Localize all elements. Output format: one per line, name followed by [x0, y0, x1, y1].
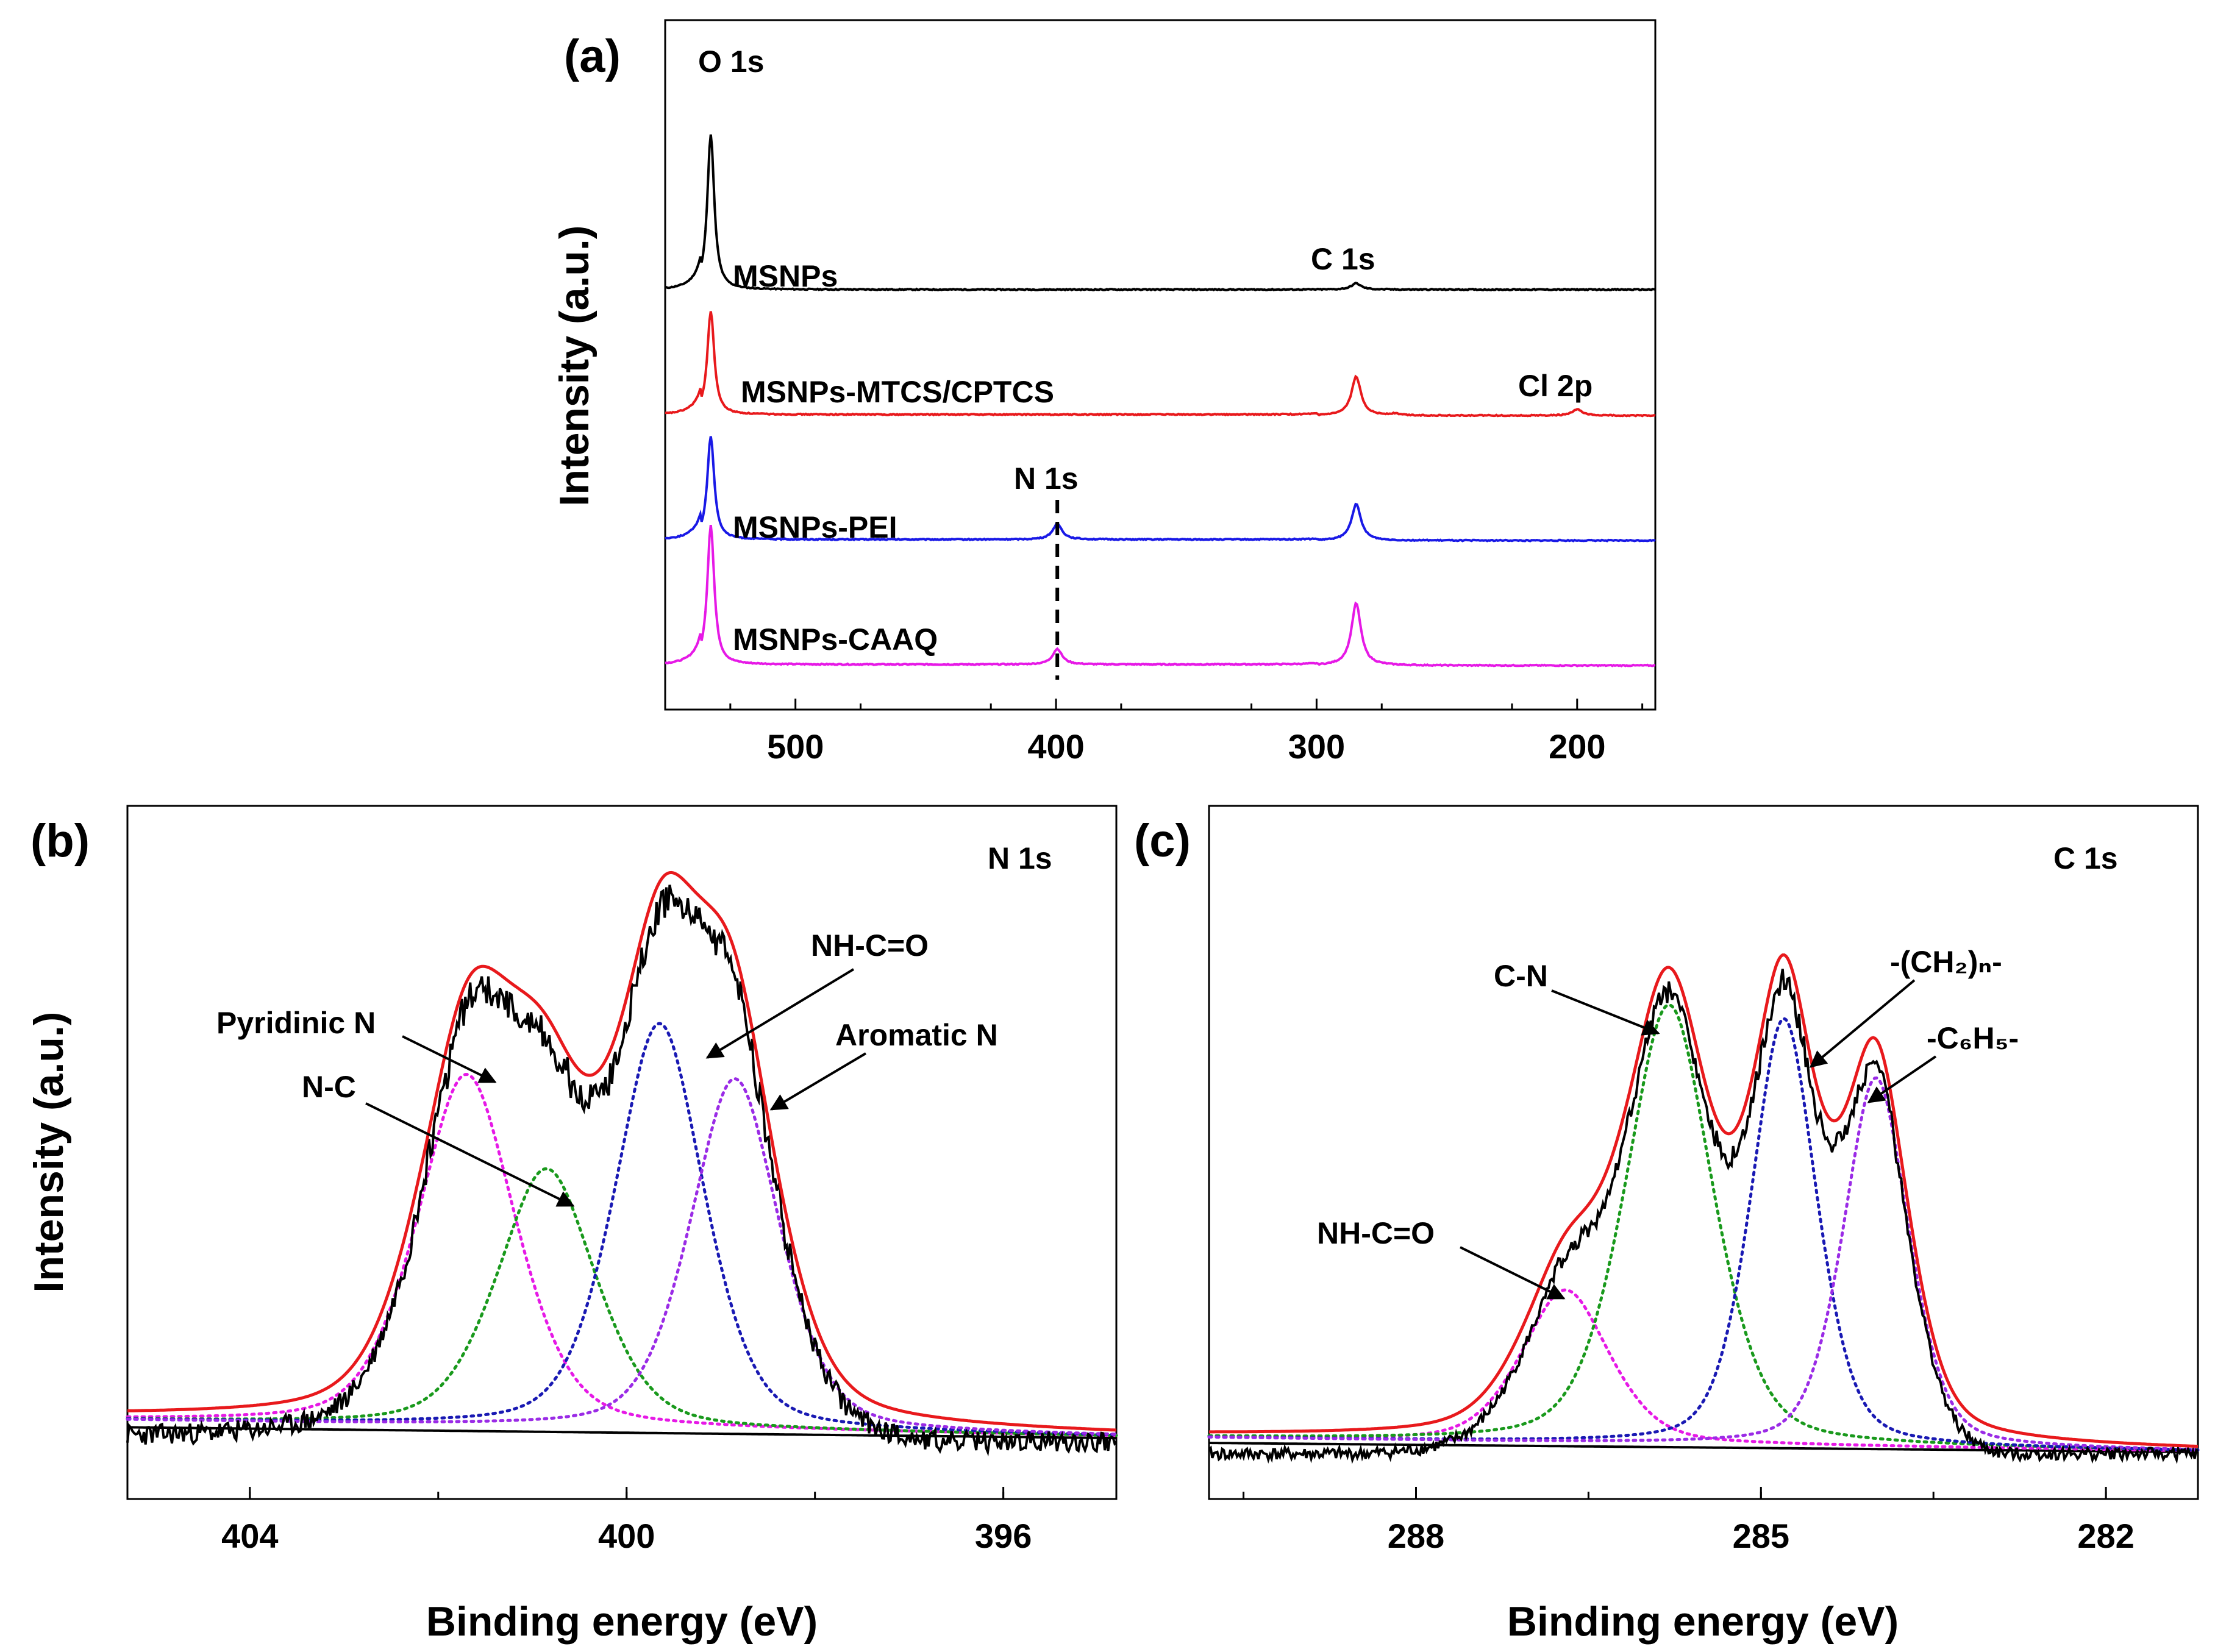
panel-b-title: N 1s — [988, 841, 1052, 875]
b-component-nh-c-o — [126, 1022, 1118, 1436]
component-label-pyridinic-n: Pyridinic N — [216, 1006, 376, 1040]
c-component-c-h — [1207, 1076, 2200, 1451]
arrow-aromatic-n — [769, 1052, 867, 1111]
c-raw-line — [1208, 969, 2199, 1464]
component-label-n-c: N-C — [302, 1070, 356, 1104]
component-label-aromatic-n: Aromatic N — [835, 1018, 998, 1052]
component-label-nh-c-o-c: NH-C=O — [1317, 1216, 1435, 1250]
b-component-aromatic-n — [126, 1077, 1118, 1436]
panel-a: (a) Intensity (a.u.) 500 400 300 200 MSNPs … — [551, 19, 1657, 766]
arrow-ch2n — [1809, 979, 1916, 1068]
c-xtick-label: 285 — [1733, 1517, 1789, 1555]
annotation-cl2p: Cl 2p — [1518, 369, 1593, 403]
series-label-msnps-mtcs-cptcs: MSNPs-MTCS/CPTCS — [741, 375, 1054, 409]
arrow-nh-c-o-b — [705, 968, 855, 1059]
a-xtick-label: 200 — [1549, 727, 1605, 766]
annotation-c1s: C 1s — [1311, 242, 1375, 276]
b-envelope-line — [127, 871, 1117, 1432]
b-component-pyridinic-n — [126, 1072, 1118, 1437]
c-component-c-n — [1207, 1003, 2200, 1451]
arrow-c6h5 — [1867, 1055, 1937, 1103]
a-line-msnps-mtcs-cptcs — [665, 311, 1656, 418]
panel-c-frame — [1208, 805, 2199, 1500]
component-label-nh-c-o-b: NH-C=O — [811, 928, 929, 963]
c-xtick-label: 282 — [2077, 1517, 2134, 1555]
panel-b-frame — [126, 805, 1118, 1500]
a-line-msnps-caaq — [665, 524, 1656, 668]
panel-b-label: (b) — [30, 815, 90, 867]
panel-b-ylabel: Intensity (a.u.) — [26, 1012, 72, 1293]
panel-c-xlabel: Binding energy (eV) — [1507, 1598, 1899, 1645]
b-raw-line — [126, 885, 1118, 1457]
arrow-nh-c-o-c — [1460, 1246, 1566, 1300]
series-label-msnps-pei: MSNPs-PEI — [733, 510, 897, 544]
series-label-msnps-caaq: MSNPs-CAAQ — [733, 622, 938, 657]
a-xtick-label: 500 — [767, 727, 824, 766]
arrow-pyridinic-n — [402, 1035, 497, 1083]
b-xtick-label: 404 — [221, 1517, 278, 1555]
panel-a-label: (a) — [564, 30, 621, 82]
panel-c-title: C 1s — [2053, 841, 2118, 875]
annotation-o1s: O 1s — [698, 45, 764, 79]
b-xtick-label: 400 — [598, 1517, 655, 1555]
panel-b: (b) N 1s Intensity (a.u.) Binding energy… — [26, 805, 1118, 1645]
arrow-n-c — [365, 1102, 575, 1207]
component-label-c6h5: -C₆H₅- — [1927, 1021, 2019, 1055]
a-xtick-label: 400 — [1027, 727, 1084, 766]
panel-c-label: (c) — [1134, 815, 1191, 867]
panel-c: (c) C 1s Binding energy (eV) 288 285 282 N… — [1134, 805, 2200, 1645]
panel-a-frame — [664, 19, 1657, 711]
c-xtick-label: 288 — [1388, 1517, 1444, 1555]
a-line-msnps-pei — [665, 436, 1656, 543]
annotation-n1s: N 1s — [1014, 461, 1079, 496]
panel-b-xlabel: Binding energy (eV) — [426, 1598, 818, 1645]
b-xtick-label: 396 — [975, 1517, 1032, 1555]
a-line-msnps — [665, 134, 1656, 292]
a-xtick-label: 300 — [1288, 727, 1345, 766]
arrow-c-n — [1551, 989, 1660, 1036]
component-label-c-n: C-N — [1494, 959, 1548, 993]
panel-a-ylabel: Intensity (a.u.) — [551, 226, 597, 507]
series-label-msnps: MSNPs — [733, 259, 838, 293]
c-component-nh-c-o — [1207, 1288, 2200, 1453]
c-envelope-line — [1209, 953, 2199, 1448]
component-label-ch2n: -(CH₂)ₙ- — [1890, 945, 2002, 979]
